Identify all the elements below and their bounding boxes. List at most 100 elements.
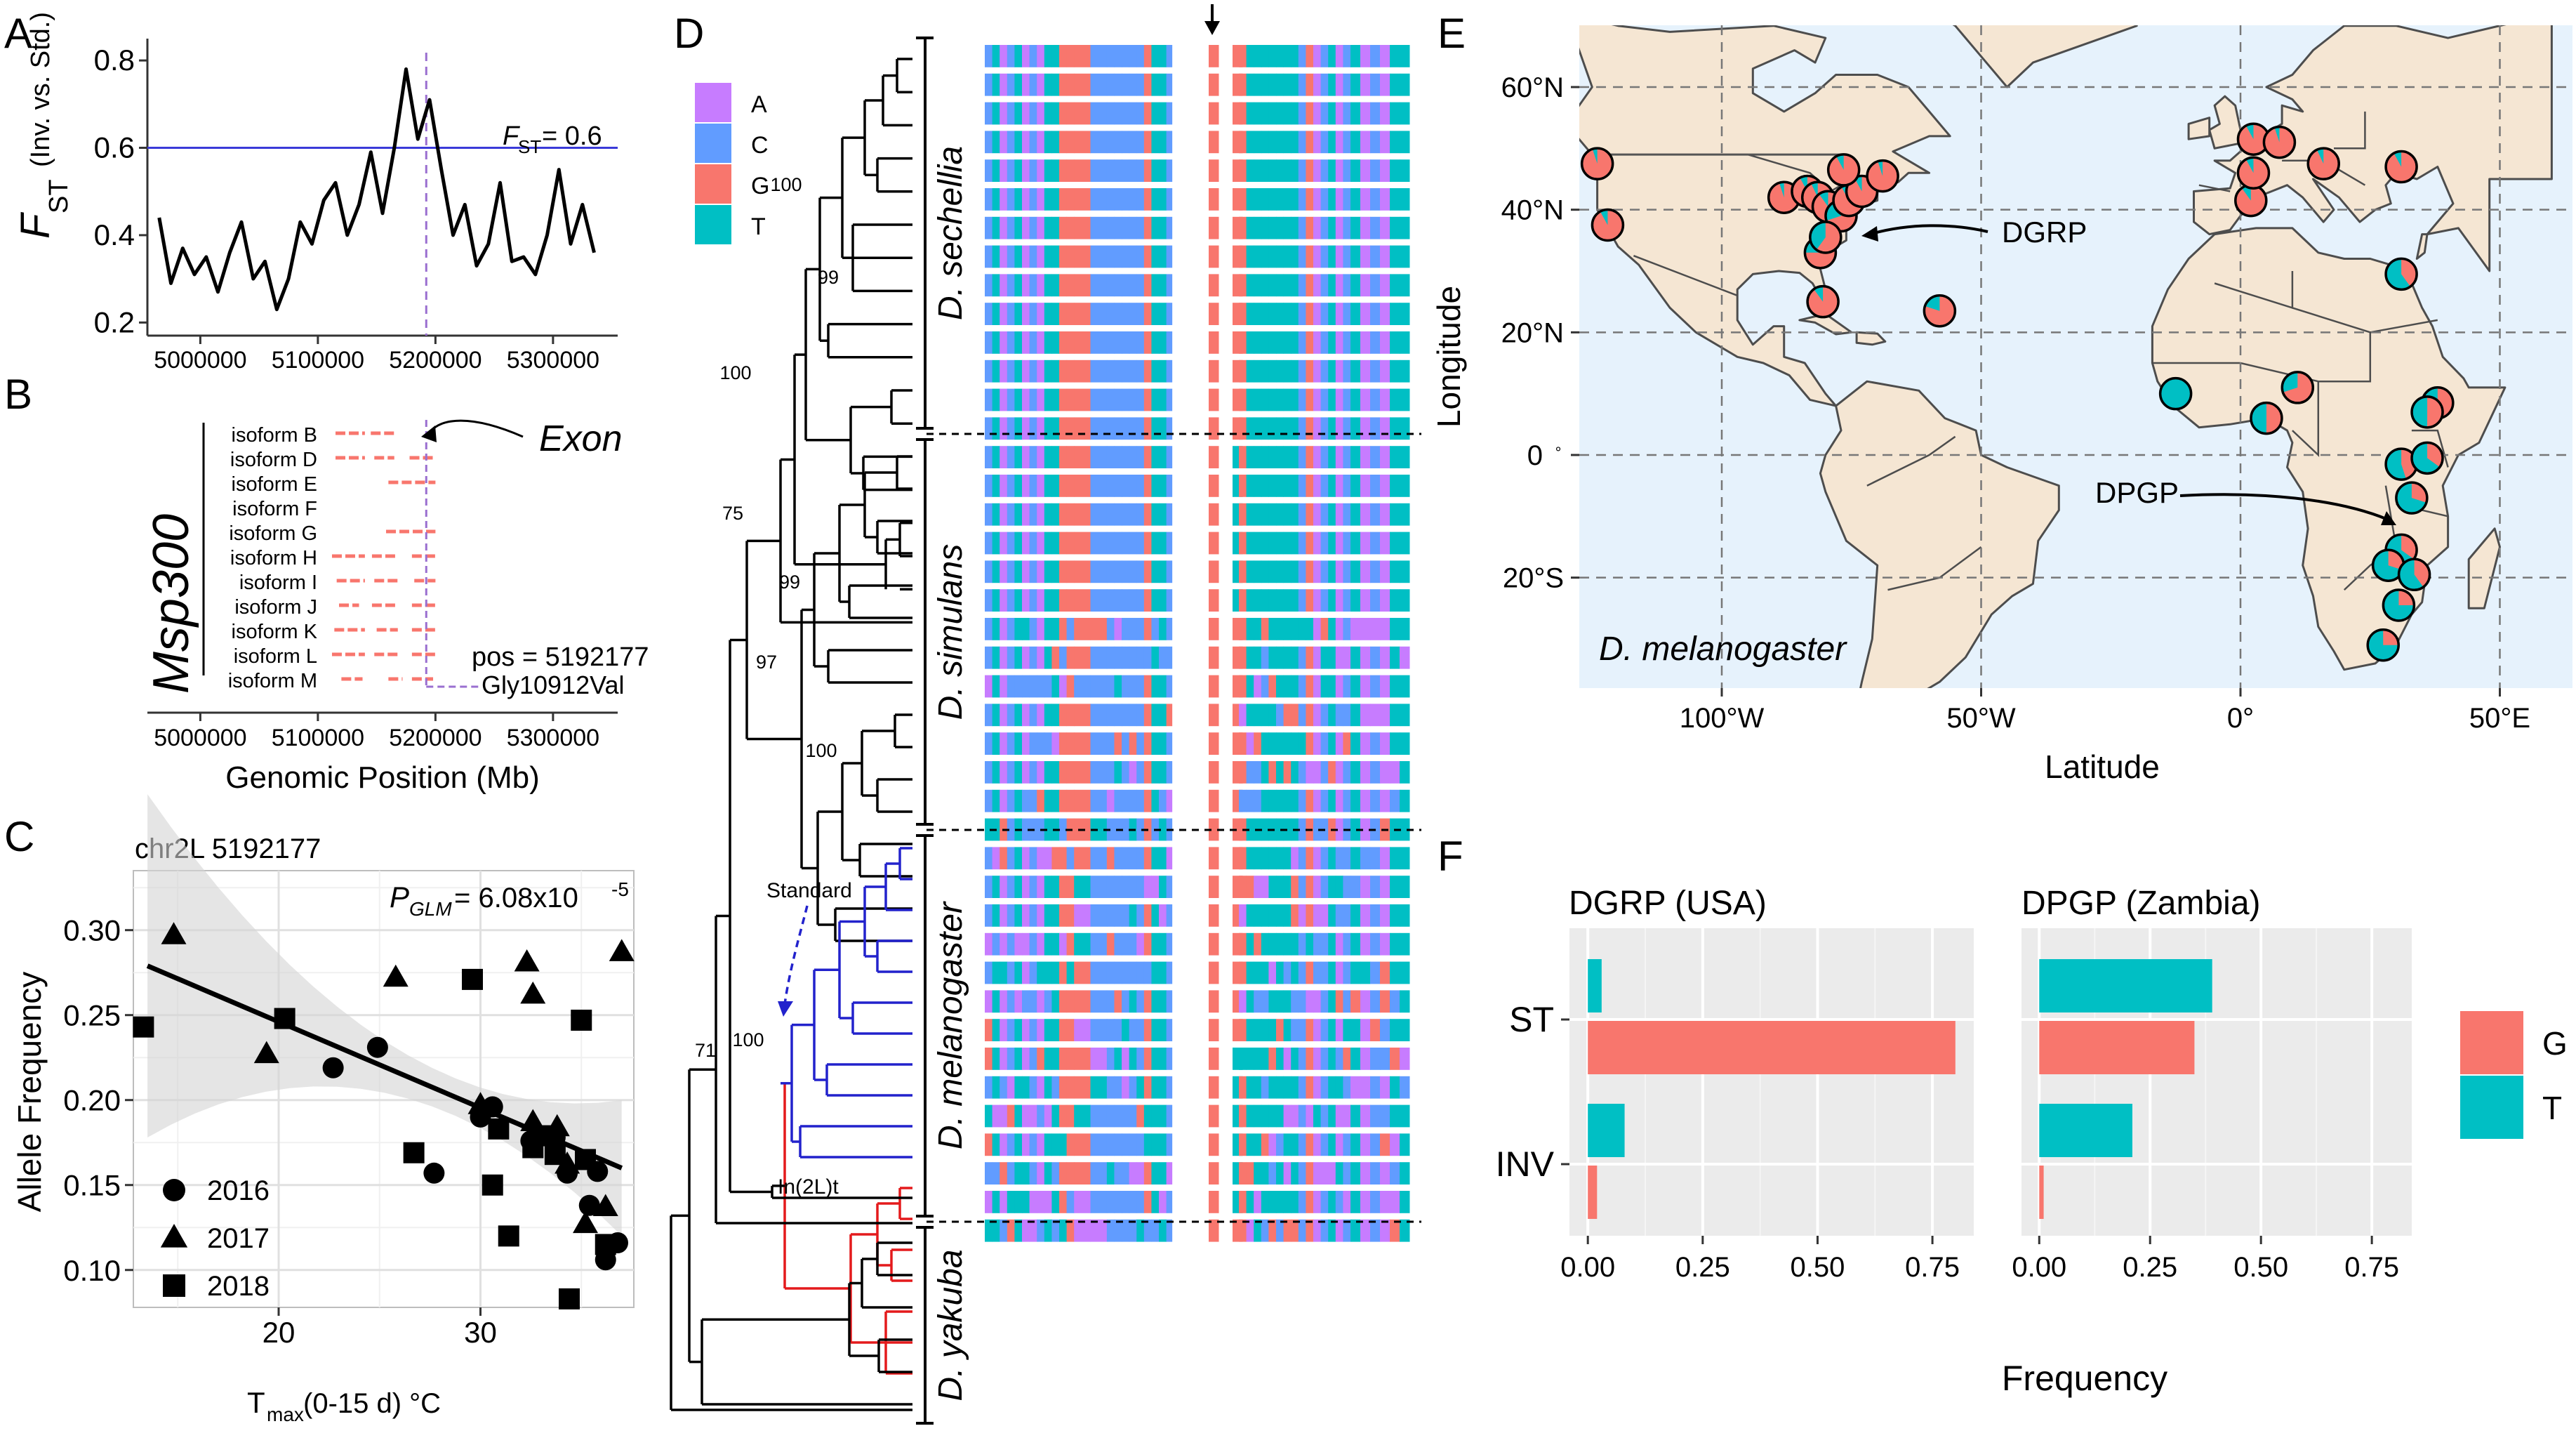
pie-slice-g	[2235, 185, 2266, 216]
alignment-cell	[1261, 618, 1269, 640]
alignment-cell	[1283, 789, 1292, 812]
alignment-cell	[1298, 216, 1306, 239]
alignment-cell	[1283, 188, 1292, 211]
isoform-label: isoform G	[229, 522, 317, 545]
alignment-cell	[1306, 1191, 1314, 1213]
alignment-cell	[1143, 932, 1152, 956]
alignment-cell	[1298, 359, 1306, 383]
alignment-cell	[1335, 876, 1343, 898]
pie-slice-g	[2283, 371, 2313, 403]
pie-outline	[1923, 294, 1957, 328]
alignment-cell	[1239, 1162, 1247, 1185]
alignment-cell	[1254, 646, 1262, 669]
alignment-cell	[1306, 1048, 1314, 1070]
alignment-cell	[1209, 876, 1219, 898]
alignment-cell	[1059, 102, 1068, 125]
alignment-cell	[1051, 589, 1060, 612]
alignment-cell	[1143, 274, 1152, 297]
alignment-cell	[1306, 359, 1314, 383]
alignment-cell	[1136, 560, 1145, 583]
alignment-cell	[985, 1133, 993, 1156]
isoform-label: isoform I	[239, 572, 317, 594]
alignment-cell	[1320, 904, 1329, 927]
alignment-cell	[1159, 102, 1167, 125]
alignment-cell	[1380, 761, 1390, 784]
panel-a: A F ST (Inv. vs. Std.) 0.20.40.60.850000…	[4, 10, 618, 374]
pie-outline	[1591, 208, 1625, 242]
alignment-cell	[1380, 417, 1390, 440]
alignment-cell	[1129, 388, 1137, 411]
pie	[2397, 557, 2431, 592]
alignment-cell	[1400, 675, 1410, 698]
x-tick-label: 5100000	[272, 347, 364, 374]
alignment-cell	[1059, 359, 1068, 383]
alignment-cell	[1129, 1019, 1137, 1041]
alignment-cell	[1159, 675, 1167, 698]
alignment-cell	[1276, 618, 1284, 640]
y-tick-label: 0.10	[63, 1254, 121, 1287]
alignment-cell	[1114, 1162, 1122, 1185]
alignment-cell	[1261, 1133, 1269, 1156]
alignment-cell	[1328, 847, 1336, 870]
alignment-cell	[1022, 388, 1030, 411]
alignment-cell	[1114, 475, 1122, 497]
alignment-cell	[1143, 1162, 1152, 1185]
alignment-cell	[1022, 904, 1030, 927]
alignment-cell	[985, 732, 993, 755]
alignment-cell	[1400, 503, 1410, 526]
alignment-cell	[1360, 188, 1371, 211]
alignment-cell	[1209, 618, 1219, 640]
alignment-cell	[1313, 904, 1322, 927]
alignment-cell	[1313, 245, 1322, 268]
alignment-cell	[1298, 990, 1306, 1013]
point-2017	[253, 1041, 279, 1064]
alignment-cell	[1136, 1048, 1145, 1070]
alignment-cell	[1044, 675, 1052, 698]
alignment-cell	[1000, 216, 1008, 239]
alignment-cell	[1268, 990, 1277, 1013]
alignment-cell	[1129, 789, 1137, 812]
alignment-cell	[1000, 904, 1008, 927]
alignment-cell	[1129, 159, 1137, 182]
alignment-cell	[1291, 1076, 1299, 1099]
p-value-main: P	[390, 880, 409, 913]
alignment-cell	[1014, 532, 1023, 555]
alignment-cell	[992, 761, 1000, 784]
alignment-cell	[1360, 102, 1371, 125]
alignment-cell	[1074, 274, 1091, 297]
alignment-cell	[1074, 159, 1091, 182]
alignment-cell	[1007, 761, 1015, 784]
alignment-cell	[1276, 503, 1284, 526]
alignment-cell	[1380, 646, 1390, 669]
alignment-cell	[1129, 245, 1137, 268]
alignment-cell	[1106, 847, 1115, 870]
alignment-cell	[1014, 761, 1023, 784]
alignment-cell	[1106, 1219, 1115, 1242]
alignment-cell	[1114, 1104, 1122, 1128]
alignment-cell	[1051, 732, 1060, 755]
alignment-cell	[1254, 245, 1262, 268]
alignment-cell	[1306, 388, 1314, 411]
alignment-cell	[1151, 532, 1160, 555]
alignment-cell	[1136, 847, 1145, 870]
alignment-cell	[1298, 188, 1306, 211]
alignment-cell	[1283, 1162, 1292, 1185]
alignment-cell	[1350, 961, 1361, 984]
pie-slice-g	[2238, 124, 2269, 155]
y-tick-label: 0.20	[63, 1084, 121, 1117]
alignment-cell	[1360, 1076, 1371, 1099]
alignment-cell	[1051, 331, 1060, 354]
isoform-label: isoform F	[232, 498, 317, 520]
alignment-cell	[1400, 274, 1410, 297]
alignment-gap	[1197, 557, 1207, 587]
alignment-cell	[992, 359, 1000, 383]
alignment-cell	[1143, 331, 1152, 354]
alignment-cell	[1261, 388, 1269, 411]
panel-c-grid: 20 300.100.150.200.250.30	[63, 871, 634, 1349]
alignment-cell	[1261, 1191, 1269, 1213]
alignment-cell	[1136, 73, 1145, 96]
alignment-cell	[1106, 1019, 1115, 1041]
alignment-cell	[1254, 417, 1262, 440]
alignment-cell	[1246, 216, 1254, 239]
alignment-cell	[1059, 1219, 1068, 1242]
